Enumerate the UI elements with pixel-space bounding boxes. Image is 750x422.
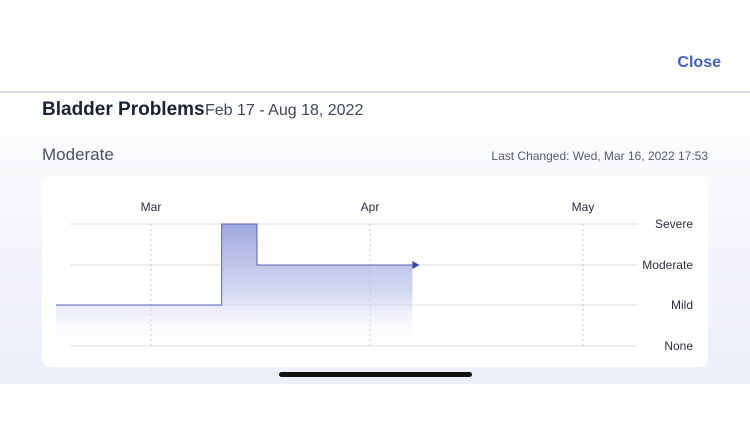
- y-tick-label-severe: Severe: [655, 217, 693, 231]
- top-bar: Close: [0, 0, 750, 91]
- y-tick-label-none: None: [664, 339, 693, 353]
- x-tick-label-mar: Mar: [141, 200, 162, 214]
- severity-chart: Mar Apr May Severe Moderate Mild None: [42, 176, 708, 367]
- y-tick-label-moderate: Moderate: [642, 258, 693, 272]
- severity-chart-svg: Mar Apr May Severe Moderate Mild None: [56, 200, 693, 353]
- y-tick-label-mild: Mild: [671, 298, 693, 312]
- close-button[interactable]: Close: [677, 54, 721, 71]
- symptom-title: Bladder Problems: [42, 99, 205, 120]
- current-severity: Moderate: [42, 145, 114, 164]
- date-range: Feb 17 - Aug 18, 2022: [205, 102, 364, 119]
- last-changed-text: Last Changed: Wed, Mar 16, 2022 17:53: [491, 149, 708, 163]
- severity-line: [56, 223, 413, 306]
- header-divider: [0, 91, 750, 93]
- severity-area: [56, 224, 413, 346]
- end-arrow-marker: [412, 261, 420, 269]
- x-tick-label-may: May: [572, 200, 595, 214]
- x-tick-label-apr: Apr: [361, 200, 380, 214]
- home-indicator: [279, 372, 472, 377]
